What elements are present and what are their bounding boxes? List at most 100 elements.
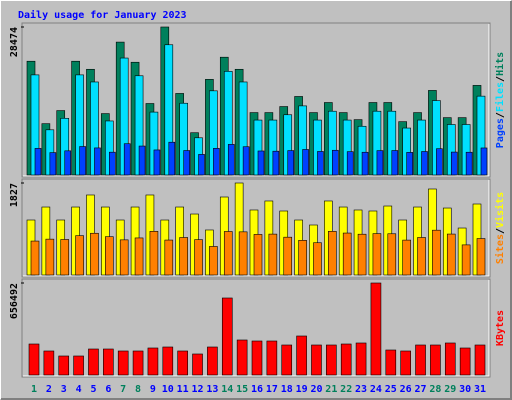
bar: [400, 350, 411, 376]
legend: Sites/Visits: [494, 192, 506, 264]
y-tick-label: 1827: [9, 183, 20, 207]
bar: [317, 151, 324, 176]
bar: [372, 233, 382, 276]
x-tick-label: 5: [90, 384, 96, 395]
x-tick-label: 12: [192, 384, 204, 395]
x-tick-label: 21: [325, 384, 337, 395]
bar: [28, 343, 40, 376]
panel-edge: [23, 180, 490, 277]
x-tick-label: 27: [415, 384, 427, 395]
bar: [103, 348, 114, 376]
bar: [221, 297, 233, 376]
bar: [192, 353, 203, 376]
legend-entry: Pages: [495, 118, 506, 148]
bar: [283, 236, 293, 276]
x-tick-label: 22: [340, 384, 352, 395]
bar: [357, 233, 367, 276]
bar: [123, 143, 131, 176]
bar: [134, 237, 144, 276]
bar: [465, 151, 473, 176]
x-tick-label: 16: [251, 384, 263, 395]
bar: [272, 150, 280, 176]
bar: [376, 150, 384, 176]
x-tick-label: 17: [266, 384, 278, 395]
bar: [179, 237, 188, 276]
bar: [450, 151, 458, 176]
bar: [198, 154, 205, 176]
bar: [340, 343, 352, 376]
bar: [183, 150, 190, 176]
x-tick-label: 11: [177, 384, 189, 395]
bar: [432, 229, 441, 276]
bar: [119, 239, 129, 276]
bar: [138, 145, 146, 176]
x-tick-label: 18: [281, 384, 293, 395]
bar: [361, 151, 369, 176]
bar: [162, 346, 174, 376]
bar: [75, 235, 84, 276]
bar: [223, 231, 233, 276]
bar: [90, 232, 99, 276]
bar: [34, 148, 42, 176]
bar: [238, 231, 248, 276]
bar: [194, 239, 203, 276]
x-tick-label: 7: [120, 384, 126, 395]
legend-separator: /: [495, 228, 506, 234]
x-tick-label: 15: [236, 384, 248, 395]
bar: [242, 146, 250, 176]
bar: [474, 344, 486, 376]
x-tick-label: 1: [31, 384, 37, 395]
x-tick-label: 31: [474, 384, 486, 395]
bar: [207, 346, 218, 376]
bar: [43, 350, 55, 376]
chart-title: Daily usage for January 2023: [18, 9, 187, 21]
bar: [480, 147, 488, 176]
bar: [406, 152, 413, 176]
bar: [153, 149, 161, 176]
legend-entry: Visits: [494, 192, 506, 228]
bar: [88, 348, 99, 376]
x-tick-label: 6: [105, 384, 111, 395]
bar: [79, 146, 86, 176]
bar: [391, 150, 399, 176]
legend-separator: /: [495, 112, 506, 118]
bar: [49, 152, 57, 176]
bar: [94, 147, 101, 176]
bar: [236, 339, 248, 376]
bar: [117, 350, 129, 376]
legend-entry: Hits: [494, 52, 506, 76]
bar: [346, 151, 354, 176]
bar: [287, 150, 295, 176]
bar: [73, 355, 84, 376]
bar: [326, 344, 337, 376]
bar: [355, 342, 367, 376]
x-tick-label: 10: [162, 384, 174, 395]
bar: [298, 240, 307, 276]
bar: [421, 151, 428, 176]
x-tick-label: 19: [296, 384, 308, 395]
bar: [132, 350, 144, 376]
x-tick-label: 4: [76, 384, 82, 395]
bar: [60, 239, 70, 276]
legend: Pages/Files/Hits: [494, 52, 506, 148]
x-tick-label: 14: [221, 384, 233, 395]
x-tick-label: 2: [46, 384, 52, 395]
bar: [147, 347, 159, 376]
bar: [45, 238, 55, 276]
bar: [209, 246, 218, 276]
x-tick-label: 28: [429, 384, 441, 395]
bar: [436, 148, 443, 176]
bar: [251, 340, 263, 376]
legend-entry: KBytes: [495, 310, 506, 346]
x-tick-label: 26: [400, 384, 412, 395]
bar: [164, 239, 174, 276]
bar: [177, 350, 188, 376]
y-tick-label: 656492: [9, 283, 20, 319]
bar: [109, 151, 116, 176]
x-tick-label: 30: [459, 384, 471, 395]
bar: [461, 244, 471, 276]
bar: [430, 344, 441, 376]
panel-edge: [23, 280, 490, 377]
bar: [58, 355, 70, 376]
bar: [266, 340, 278, 376]
